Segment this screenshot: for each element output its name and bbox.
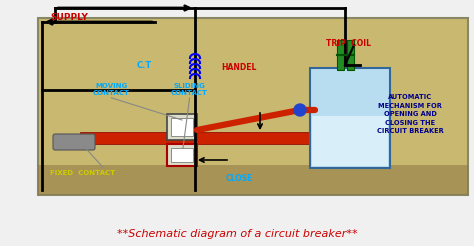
- Bar: [80, 132, 325, 144]
- Text: AUTOMATIC
MECHANISM FOR
OPENING AND
CLOSING THE
CIRCUIT BREAKER: AUTOMATIC MECHANISM FOR OPENING AND CLOS…: [377, 94, 443, 134]
- Text: **Schematic diagram of a circuit breaker**: **Schematic diagram of a circuit breaker…: [117, 229, 357, 239]
- Text: C.T: C.T: [137, 61, 152, 70]
- Text: MOVING
CONTACT: MOVING CONTACT: [93, 83, 130, 96]
- Text: SLIDING
CONTACT: SLIDING CONTACT: [171, 83, 208, 96]
- FancyBboxPatch shape: [38, 18, 468, 195]
- FancyBboxPatch shape: [310, 68, 390, 168]
- Text: CLOSE: CLOSE: [225, 174, 253, 183]
- Bar: [337, 40, 344, 70]
- Text: HANDEL: HANDEL: [222, 63, 257, 72]
- Bar: [171, 148, 193, 162]
- Bar: [312, 116, 388, 166]
- Bar: [167, 144, 197, 166]
- FancyBboxPatch shape: [53, 134, 95, 150]
- Bar: [171, 118, 193, 136]
- Circle shape: [294, 104, 306, 116]
- Bar: [167, 114, 197, 140]
- Bar: [347, 40, 354, 70]
- Text: FIXED  CONTACT: FIXED CONTACT: [50, 170, 116, 176]
- Text: TRIP  COIL: TRIP COIL: [326, 39, 371, 47]
- Text: SUPPLY: SUPPLY: [50, 14, 88, 22]
- Bar: [38, 165, 468, 195]
